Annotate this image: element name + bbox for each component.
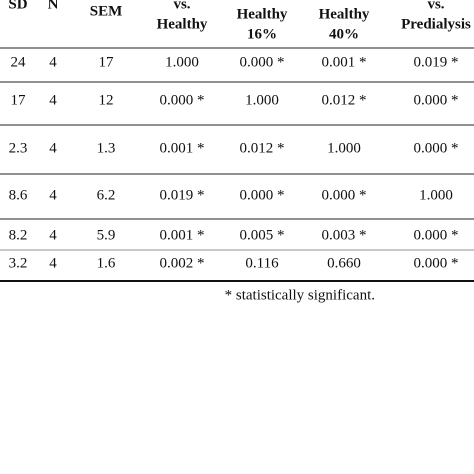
cell: 2.3 xyxy=(9,140,28,156)
cell: 1.000 xyxy=(419,187,453,203)
header-cell: 40% xyxy=(329,26,359,42)
cell: 3.2 xyxy=(9,255,28,271)
cell: 0.001 * xyxy=(160,227,205,243)
header-cell: vs. xyxy=(427,0,444,12)
header-cell: SD xyxy=(8,0,27,12)
header-cell: vs. xyxy=(173,0,190,12)
cell: 0.019 * xyxy=(414,54,459,70)
cell: 0.000 * xyxy=(240,187,285,203)
cell: 6.2 xyxy=(97,187,116,203)
cell: 1.000 xyxy=(165,54,199,70)
cell: 0.005 * xyxy=(240,227,285,243)
cell: 4 xyxy=(49,54,57,70)
cell: 0.000 * xyxy=(322,187,367,203)
cell: 0.012 * xyxy=(240,140,285,156)
cell: 8.6 xyxy=(9,187,28,203)
cell: 4 xyxy=(49,255,57,271)
cell: 0.012 * xyxy=(322,92,367,108)
cell: 4 xyxy=(49,227,57,243)
cell: 0.660 xyxy=(327,255,361,271)
cell: 17 xyxy=(11,92,27,108)
cell: 4 xyxy=(49,187,57,203)
cell: 8.2 xyxy=(9,227,28,243)
cell: 0.116 xyxy=(245,255,279,271)
cell: 12 xyxy=(99,92,114,108)
cell: 17 xyxy=(99,54,115,70)
footnote: * statistically significant. xyxy=(225,287,375,303)
cell: 5.9 xyxy=(97,227,116,243)
header-cell: 16% xyxy=(247,26,277,42)
header-cell: Predialysis xyxy=(401,16,471,32)
cell: 4 xyxy=(49,92,57,108)
cell: 1.3 xyxy=(97,140,116,156)
cell: 0.001 * xyxy=(322,54,367,70)
cell: 0.000 * xyxy=(414,255,459,271)
cell: 24 xyxy=(11,54,27,70)
cell: 0.000 * xyxy=(414,227,459,243)
cell: 1.000 xyxy=(327,140,361,156)
cell: 0.000 * xyxy=(240,54,285,70)
header-cell: Healthy xyxy=(237,6,288,22)
header-cell: Healthy xyxy=(157,16,208,32)
cell: 0.000 * xyxy=(414,140,459,156)
cell: 0.000 * xyxy=(160,92,205,108)
header-cell: N xyxy=(48,0,59,12)
header-cell: SEM xyxy=(90,3,123,19)
cell: 4 xyxy=(49,140,57,156)
cell: 0.003 * xyxy=(322,227,367,243)
cell: 0.019 * xyxy=(160,187,205,203)
cell: 1.000 xyxy=(245,92,279,108)
cell: 0.000 * xyxy=(414,92,459,108)
cell: 1.6 xyxy=(97,255,116,271)
cell: 0.001 * xyxy=(160,140,205,156)
header-cell: Healthy xyxy=(319,6,370,22)
cell: 0.002 * xyxy=(160,255,205,271)
